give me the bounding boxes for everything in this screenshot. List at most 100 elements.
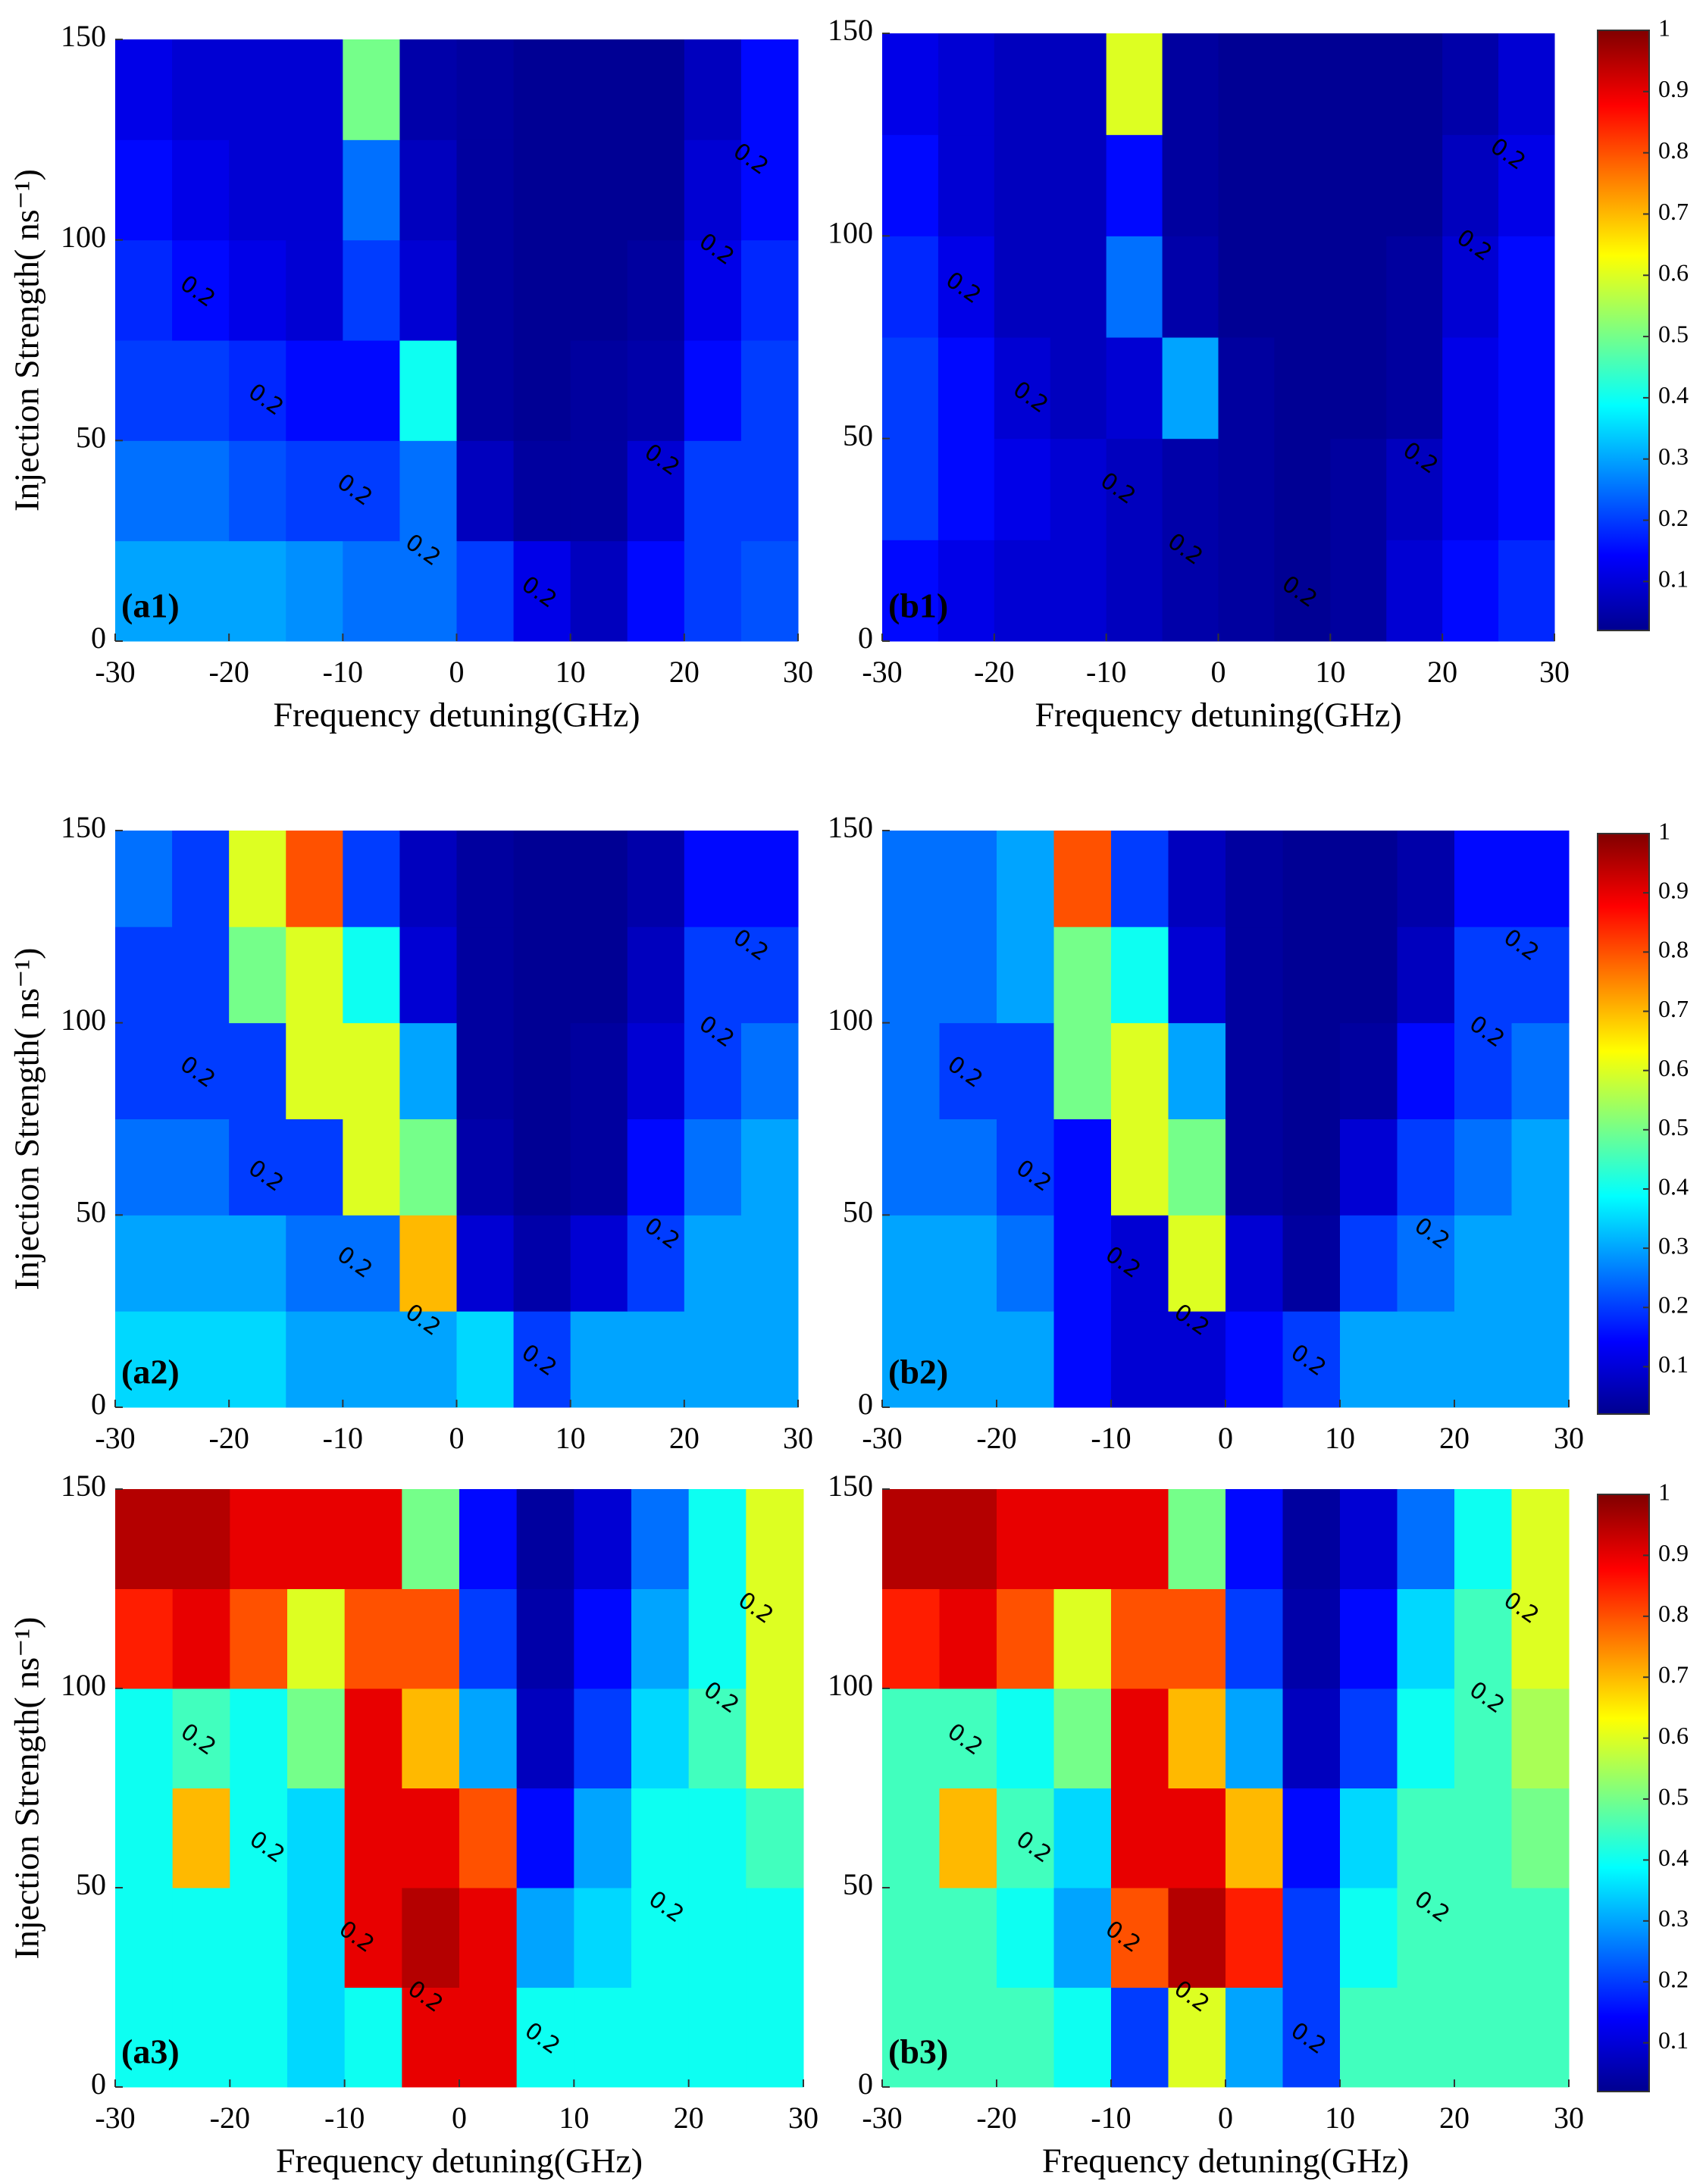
heatmap-cell xyxy=(172,1888,230,1988)
heatmap-cell xyxy=(115,831,173,928)
x-tick-label: -20 xyxy=(976,2101,1016,2135)
heatmap-cell xyxy=(1106,134,1163,236)
heatmap-cell xyxy=(1274,236,1331,338)
y-axis-label: Injection Strength( ns⁻¹) xyxy=(8,169,46,512)
y-tick-label: 0 xyxy=(91,621,106,655)
heatmap-cell xyxy=(456,1215,515,1312)
heatmap-cell xyxy=(1111,1987,1169,2088)
heatmap-cell xyxy=(1050,236,1107,338)
heatmap-cell xyxy=(1218,33,1275,136)
heatmap-cell xyxy=(1330,337,1387,440)
heatmap-cell xyxy=(1274,33,1331,136)
heatmap-cell xyxy=(1226,1688,1283,1788)
heatmap-cell xyxy=(172,1311,230,1408)
heatmap-cell xyxy=(115,1987,174,2088)
heatmap-cell xyxy=(399,340,457,441)
heatmap-cell xyxy=(1274,438,1331,540)
heatmap-cell xyxy=(229,831,286,928)
heatmap-cell xyxy=(172,1022,230,1119)
heatmap-cell xyxy=(740,540,799,642)
heatmap-cell xyxy=(172,239,230,341)
heatmap-cell xyxy=(688,1788,747,1888)
y-tick-label: 0 xyxy=(858,2067,873,2101)
heatmap-cell xyxy=(688,1987,747,2088)
heatmap-cell xyxy=(882,926,940,1024)
heatmap-cell xyxy=(1498,236,1555,338)
panel: 0.20.20.20.20.20.20.20.2 xyxy=(882,1489,1570,2088)
heatmap-cell xyxy=(1168,1489,1226,1589)
heatmap-cell xyxy=(574,1888,632,1988)
heatmap-cell xyxy=(1340,1311,1398,1408)
x-tick-label: -30 xyxy=(862,655,902,689)
x-tick-label: -30 xyxy=(95,1421,135,1455)
heatmap-cell xyxy=(1111,1311,1169,1408)
heatmap-cell xyxy=(172,340,230,441)
heatmap-cell xyxy=(574,1489,632,1589)
heatmap-cell xyxy=(456,926,515,1024)
x-tick-label: -20 xyxy=(974,655,1014,689)
x-tick-label: -30 xyxy=(862,1421,902,1455)
x-tick-label: -20 xyxy=(209,655,249,689)
heatmap-cell xyxy=(570,39,628,140)
heatmap-cell xyxy=(1053,1311,1112,1408)
x-tick-label: 20 xyxy=(669,655,700,689)
heatmap-cell xyxy=(286,831,343,928)
heatmap-cell xyxy=(1442,438,1499,540)
heatmap-cell xyxy=(230,1588,288,1689)
heatmap-cell xyxy=(402,1888,460,1988)
heatmap-cell xyxy=(997,1888,1054,1988)
x-tick-label: 10 xyxy=(556,655,586,689)
heatmap-cell xyxy=(1340,1688,1398,1788)
heatmap-cell xyxy=(1162,337,1219,440)
heatmap-cell xyxy=(1511,1311,1570,1408)
x-tick-label: -10 xyxy=(323,1421,363,1455)
heatmap-cell xyxy=(343,1022,400,1119)
heatmap-cell xyxy=(172,139,230,241)
y-tick-label: 0 xyxy=(91,2067,106,2101)
heatmap-cell xyxy=(997,1215,1054,1312)
heatmap-cell xyxy=(1511,1888,1570,1988)
heatmap-cell xyxy=(1386,33,1443,136)
heatmap-cell xyxy=(882,1119,940,1216)
heatmap-cell xyxy=(1218,236,1275,338)
y-tick-label: 100 xyxy=(61,1003,106,1037)
heatmap-cell xyxy=(1226,1022,1283,1119)
colorbar-tick-label: 0.9 xyxy=(1658,877,1689,904)
x-tick-label: 0 xyxy=(449,1421,465,1455)
colorbar-tick-label: 1 xyxy=(1658,14,1670,41)
colorbar-tick-label: 0.4 xyxy=(1658,1172,1689,1200)
heatmap-cell xyxy=(570,1215,628,1312)
heatmap-cell xyxy=(1162,540,1219,642)
heatmap-cell xyxy=(1397,1987,1455,2088)
heatmap-cell xyxy=(399,540,457,642)
colorbar-tick-label: 0.2 xyxy=(1658,1966,1689,1993)
heatmap-cell xyxy=(115,926,173,1024)
colorbar-tick-label: 0.4 xyxy=(1658,381,1689,408)
heatmap-cell xyxy=(1053,1215,1112,1312)
heatmap-cell xyxy=(1454,1022,1512,1119)
heatmap-cell xyxy=(172,831,230,928)
colorbar-tick-label: 0.1 xyxy=(1658,565,1689,593)
heatmap-cell xyxy=(402,1688,460,1788)
colorbar-tick-label: 0.4 xyxy=(1658,1844,1689,1871)
x-tick-label: 20 xyxy=(1427,655,1457,689)
x-tick-label: 30 xyxy=(1554,1421,1584,1455)
heatmap-cell xyxy=(882,1489,940,1589)
colorbar-tick-label: 0.2 xyxy=(1658,504,1689,531)
y-tick-label: 150 xyxy=(61,1469,106,1503)
heatmap-cell xyxy=(1168,1215,1226,1312)
heatmap-cell xyxy=(230,1987,288,2088)
heatmap-cell xyxy=(627,239,685,341)
heatmap-cell xyxy=(344,1788,402,1888)
heatmap-cell xyxy=(286,340,343,441)
colorbar-tick-label: 0.7 xyxy=(1658,198,1689,225)
heatmap-cell xyxy=(1397,1215,1455,1312)
heatmap-cell xyxy=(1282,1311,1341,1408)
heatmap-cell xyxy=(570,831,628,928)
heatmap-cell xyxy=(570,239,628,341)
heatmap-cell xyxy=(287,1888,346,1988)
heatmap-cell xyxy=(882,831,940,928)
x-tick-label: 0 xyxy=(449,655,465,689)
heatmap-cell xyxy=(115,1022,173,1119)
colorbar-tick-label: 0.9 xyxy=(1658,75,1689,102)
